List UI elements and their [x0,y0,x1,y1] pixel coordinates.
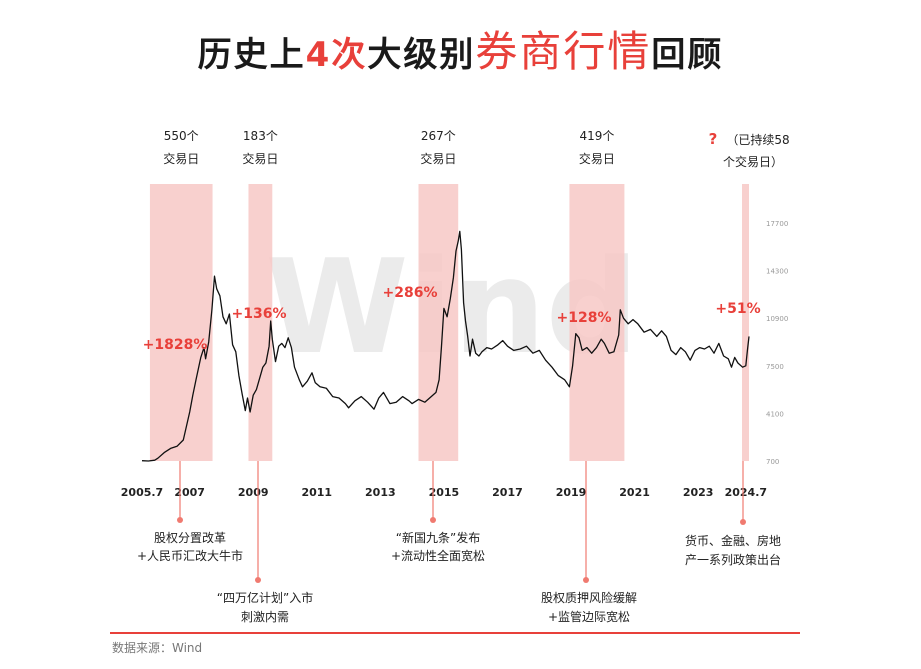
connector-dot [255,577,261,583]
highlight-band [149,184,213,461]
trading-days-line2: 交易日 [163,151,199,166]
bottom-divider [110,632,800,634]
trading-days-line1: 183个 [243,129,278,143]
highlight-band [418,184,459,461]
cause-line2: 刺激内需 [241,610,289,624]
y-tick-label: 14300 [766,268,788,276]
trading-days-line2: 交易日 [579,151,615,166]
cause-line2: +监管边际宽松 [548,609,630,624]
highlight-band [569,184,625,461]
x-tick-label: 2009 [238,486,269,499]
trading-days-line1: 267个 [421,129,456,143]
cause-line1: 货币、金融、房地 [685,533,781,548]
x-tick-label: 2021 [619,486,650,499]
connector-dot [430,517,436,523]
series-line [141,230,750,462]
y-tick-label: 4100 [766,410,784,418]
connector-dot [177,517,183,523]
y-tick-label: 700 [766,458,779,466]
title-part4: 券商行情 [475,27,652,76]
x-tick-label: 2017 [492,486,523,499]
gain-label: +1828% [143,337,208,353]
cause-line2: +人民币汇改大牛市 [137,548,243,563]
y-tick-label: 7500 [766,363,784,371]
x-tick-label: 2013 [365,486,396,499]
cause-line1: “新国九条”发布 [396,530,480,545]
cause-line2: 产一系列政策出台 [685,552,781,567]
trading-days-line2: 交易日 [420,151,456,166]
connector-dot [740,519,746,525]
x-tick-label: 2023 [683,486,714,499]
connector-dot [583,577,589,583]
x-tick-label: 2019 [556,486,587,499]
x-tick-label: 2005.7 [121,486,163,499]
x-tick-label: 2024.7 [725,486,767,499]
x-tick-label: 2007 [174,486,205,499]
x-tick-label: 2015 [429,486,460,499]
page-title: 历史上4次大级别券商行情回顾 [0,18,921,79]
gain-label: +51% [715,301,760,317]
source-note: 数据来源：Wind [112,641,203,655]
x-tick-label: 2011 [301,486,332,499]
gain-label: +128% [557,310,612,326]
trading-days-line2: 交易日 [242,151,278,166]
title-part3: 大级别 [367,35,476,75]
cause-line1: “四万亿计划”入市 [217,590,313,605]
trading-days-line1: 550个 [164,129,199,143]
highlight-band [742,184,749,461]
y-tick-label: 10900 [766,315,788,323]
cause-line1: 股权质押风险缓解 [541,590,637,605]
trading-days-line1: （已持续58 [726,132,789,147]
question-mark: ? [709,130,718,148]
gain-label: +136% [232,306,287,322]
trading-days-line1: 419个 [579,129,614,143]
title-part2: 4次 [305,35,368,75]
highlight-band [248,184,273,461]
cause-line1: 股权分置改革 [154,531,226,545]
trading-days-line2: 个交易日） [723,154,783,169]
title-part1: 历史上 [197,35,306,75]
cause-line2: +流动性全面宽松 [391,548,485,563]
y-tick-label: 17700 [766,220,788,228]
gain-label: +286% [383,285,438,301]
title-part5: 回顾 [651,35,724,75]
